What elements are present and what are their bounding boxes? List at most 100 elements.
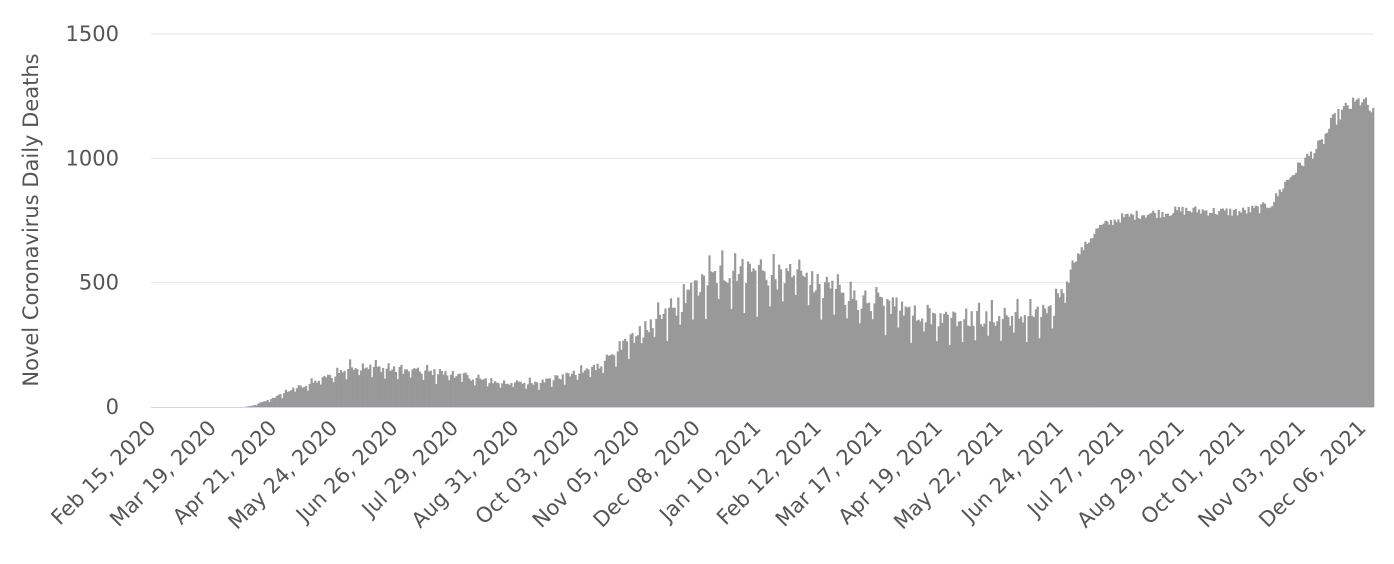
bar bbox=[328, 374, 332, 407]
bar bbox=[1056, 293, 1059, 407]
bar bbox=[816, 273, 819, 407]
bar bbox=[504, 384, 508, 407]
bar bbox=[1274, 193, 1278, 407]
bar bbox=[473, 385, 476, 407]
bar bbox=[1197, 209, 1201, 407]
bar bbox=[1333, 113, 1336, 408]
bar bbox=[272, 397, 275, 407]
bar bbox=[800, 270, 803, 407]
bar bbox=[822, 298, 825, 407]
bar bbox=[1363, 99, 1366, 408]
bar bbox=[875, 287, 878, 407]
bar bbox=[856, 310, 860, 407]
bar bbox=[805, 272, 808, 407]
bar bbox=[902, 315, 905, 407]
bar bbox=[446, 375, 449, 407]
bar bbox=[563, 384, 566, 407]
bar bbox=[1342, 106, 1346, 408]
bar bbox=[640, 343, 643, 407]
bar bbox=[277, 394, 280, 407]
bar bbox=[611, 354, 614, 407]
bar bbox=[1276, 196, 1279, 407]
bar bbox=[1166, 213, 1169, 407]
bar bbox=[1174, 206, 1177, 407]
bar bbox=[585, 368, 588, 407]
bar bbox=[1221, 208, 1224, 407]
bar bbox=[1086, 243, 1089, 407]
bar bbox=[1304, 157, 1307, 407]
bar bbox=[882, 305, 885, 407]
bar bbox=[763, 271, 766, 407]
bar bbox=[990, 299, 993, 407]
x-tick-label: May 22, 2021 bbox=[889, 416, 1008, 535]
bar bbox=[365, 367, 368, 407]
bar bbox=[1108, 224, 1111, 407]
bar bbox=[1078, 254, 1081, 407]
bar bbox=[354, 368, 357, 407]
bar bbox=[999, 340, 1003, 407]
bar bbox=[1119, 222, 1122, 407]
bar bbox=[1223, 210, 1226, 407]
bar bbox=[807, 305, 810, 407]
bar bbox=[497, 383, 500, 407]
bar bbox=[675, 315, 678, 407]
bar bbox=[1256, 206, 1259, 407]
bar bbox=[778, 264, 781, 407]
bar bbox=[624, 338, 627, 407]
bar bbox=[605, 354, 608, 407]
bar bbox=[734, 253, 737, 407]
bar bbox=[1339, 119, 1342, 407]
bar bbox=[1364, 97, 1368, 407]
bar bbox=[1053, 315, 1056, 407]
bar bbox=[911, 315, 915, 407]
bar bbox=[838, 284, 841, 407]
bar bbox=[655, 318, 658, 407]
bar bbox=[1080, 247, 1083, 407]
bar bbox=[823, 282, 827, 407]
bar bbox=[968, 326, 971, 407]
bar bbox=[897, 327, 900, 407]
bar bbox=[1117, 219, 1120, 407]
bar bbox=[1023, 315, 1026, 407]
bar-series bbox=[244, 97, 1375, 408]
bar bbox=[717, 299, 720, 407]
bar bbox=[512, 386, 515, 407]
bar bbox=[666, 341, 669, 407]
bar bbox=[1328, 128, 1331, 407]
bar bbox=[1120, 213, 1124, 407]
bar bbox=[928, 308, 931, 407]
bar bbox=[1146, 215, 1149, 407]
bar bbox=[765, 279, 768, 407]
bar bbox=[316, 382, 319, 407]
bar bbox=[281, 398, 284, 407]
bar bbox=[484, 378, 487, 407]
bar bbox=[1278, 189, 1281, 407]
bar bbox=[840, 292, 843, 407]
bar bbox=[317, 380, 321, 407]
x-tick-label: Apr 19, 2021 bbox=[834, 416, 948, 530]
bar bbox=[1040, 316, 1043, 407]
bar bbox=[415, 368, 418, 407]
bar bbox=[1155, 218, 1158, 407]
bar bbox=[855, 300, 858, 407]
bar bbox=[886, 299, 889, 407]
bar bbox=[1051, 328, 1054, 407]
bar bbox=[352, 369, 355, 407]
bar bbox=[642, 337, 645, 407]
bar bbox=[1164, 213, 1168, 407]
bar bbox=[589, 376, 592, 407]
bar bbox=[1359, 105, 1362, 407]
bar bbox=[525, 388, 528, 407]
bar bbox=[1245, 213, 1248, 407]
bar bbox=[1350, 108, 1353, 407]
bar bbox=[270, 398, 273, 407]
bar bbox=[1201, 209, 1204, 407]
bar bbox=[413, 368, 416, 407]
bar bbox=[677, 297, 680, 407]
bar bbox=[339, 370, 343, 407]
bar bbox=[1025, 341, 1028, 407]
bar bbox=[338, 373, 341, 407]
bar bbox=[466, 374, 469, 407]
bar bbox=[952, 311, 955, 407]
